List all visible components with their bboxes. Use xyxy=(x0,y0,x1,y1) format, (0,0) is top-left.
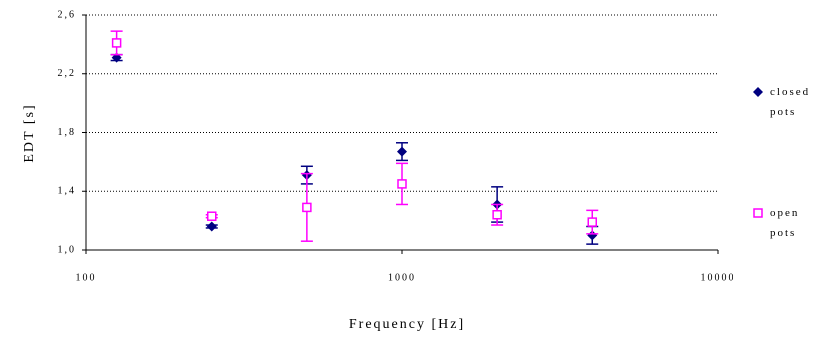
y-tick-label: 2,2 xyxy=(58,68,77,79)
data-point xyxy=(397,146,407,157)
data-point xyxy=(587,217,598,227)
x-tick-label: 100 xyxy=(76,272,97,283)
legend-marker xyxy=(753,87,763,97)
data-point xyxy=(492,210,502,220)
legend-label: closed pots xyxy=(770,86,811,118)
data-point xyxy=(397,179,407,189)
x-axis-title: Frequency [Hz] xyxy=(349,317,465,332)
data-point xyxy=(111,38,122,48)
legend-label: open pots xyxy=(770,207,800,239)
y-tick-label: 1,4 xyxy=(58,186,77,197)
x-tick-label: 1000 xyxy=(388,272,416,283)
data-point xyxy=(302,202,312,213)
clip-group: 100 1000 10000 xyxy=(76,272,736,283)
y-tick-label: 2,6 xyxy=(58,9,77,20)
data-point xyxy=(206,211,217,221)
x-tick-label: 10000 xyxy=(701,272,736,283)
y-axis-title: EDT [s] xyxy=(22,103,37,162)
y-tick-label: 1,8 xyxy=(58,127,77,138)
data-point xyxy=(587,230,598,241)
data-point xyxy=(206,221,217,232)
y-tick-label: 1,0 xyxy=(58,244,77,255)
legend-marker xyxy=(753,208,763,218)
